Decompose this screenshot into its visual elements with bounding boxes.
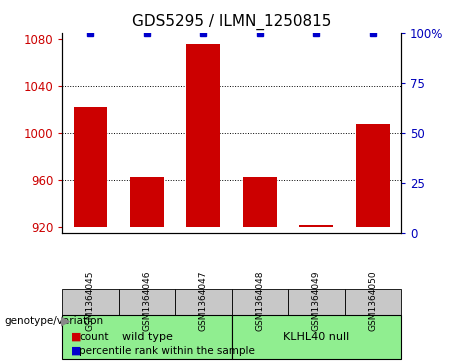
Text: GSM1364047: GSM1364047 [199, 270, 208, 331]
Text: GSM1364050: GSM1364050 [368, 270, 378, 331]
Text: GSM1364048: GSM1364048 [255, 270, 265, 331]
Title: GDS5295 / ILMN_1250815: GDS5295 / ILMN_1250815 [132, 14, 331, 30]
Bar [74, 107, 107, 227]
Bar [356, 123, 390, 227]
Text: GSM1364049: GSM1364049 [312, 270, 321, 331]
Bar [130, 177, 164, 227]
Bar [288, 289, 344, 315]
Text: genotype/variation: genotype/variation [5, 316, 104, 326]
Bar [231, 315, 401, 359]
Text: ■: ■ [71, 332, 82, 342]
Bar [118, 289, 175, 315]
Bar [62, 315, 231, 359]
Bar [243, 177, 277, 227]
Bar [231, 289, 288, 315]
Text: KLHL40 null: KLHL40 null [283, 332, 349, 342]
Bar [175, 289, 231, 315]
Bar [344, 289, 401, 315]
Text: percentile rank within the sample: percentile rank within the sample [79, 346, 255, 356]
Bar [62, 289, 118, 315]
Text: GSM1364046: GSM1364046 [142, 270, 152, 331]
Text: ■: ■ [71, 346, 82, 356]
Bar [186, 45, 220, 227]
Text: ▶: ▶ [61, 315, 71, 328]
Bar [300, 225, 333, 227]
Text: count: count [79, 332, 109, 342]
Text: wild type: wild type [122, 332, 172, 342]
Text: GSM1364045: GSM1364045 [86, 270, 95, 331]
